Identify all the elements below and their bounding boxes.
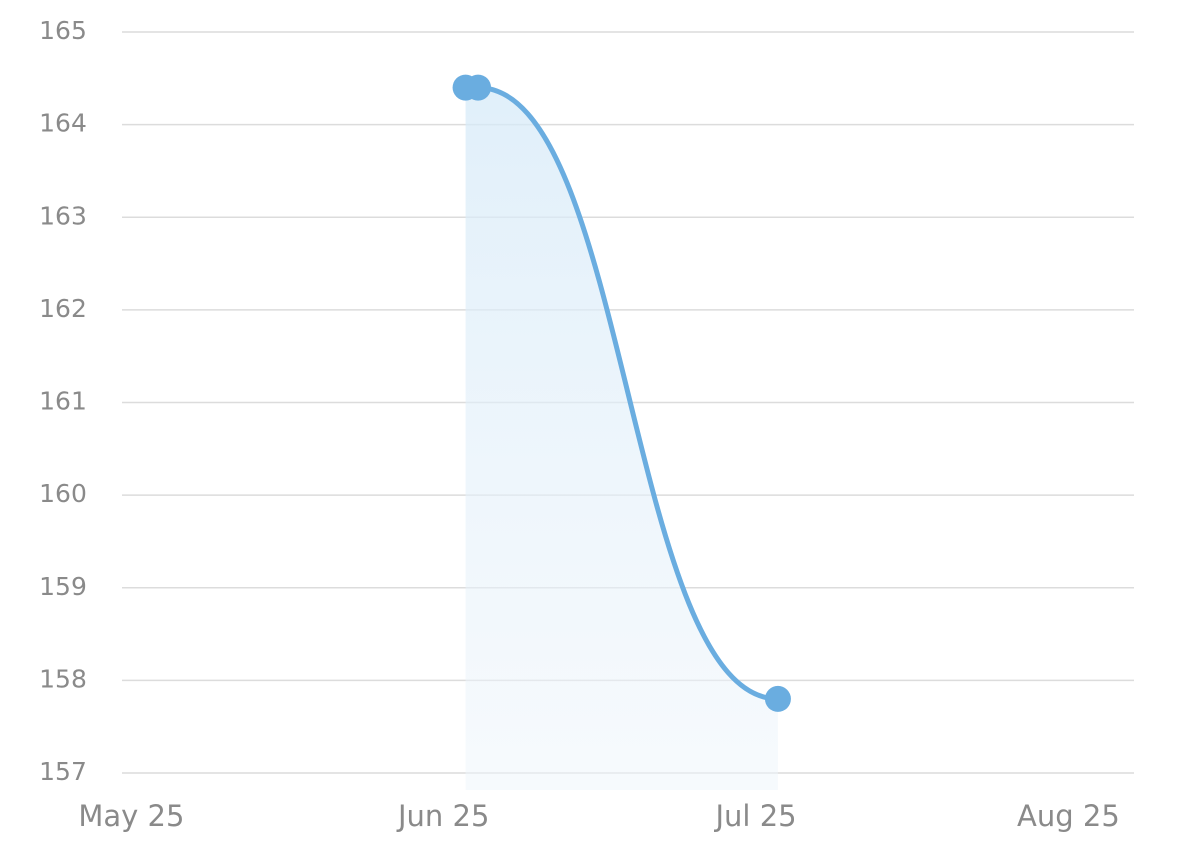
y-tick-label: 161 [39,387,87,416]
y-tick-label: 158 [39,664,87,693]
y-tick-label: 162 [39,294,87,323]
x-tick-label: May 25 [78,799,184,833]
y-tick-label: 163 [39,201,87,230]
y-tick-label: 159 [39,572,87,601]
area [465,87,778,790]
y-tick-label: 164 [39,109,87,138]
y-tick-label: 165 [39,16,87,45]
y-tick-label: 157 [39,757,87,786]
point [764,685,791,712]
x-tick-label: Jun 25 [396,799,489,833]
x-tick-label: Aug 25 [1017,799,1120,833]
point [465,74,492,101]
y-tick-label: 160 [39,479,87,508]
x-tick-label: Jul 25 [714,799,797,833]
